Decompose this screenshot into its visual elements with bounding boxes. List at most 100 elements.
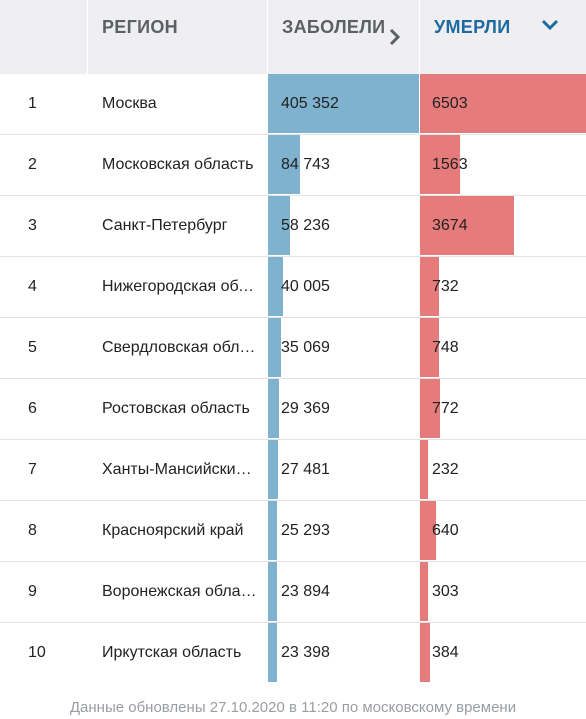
cases-value: 23 894	[281, 583, 330, 600]
cases-bar	[268, 501, 277, 560]
cases-value: 84 743	[281, 156, 330, 173]
row-cases-cell: 84 743	[268, 135, 419, 194]
table-row: 7 Ханты-Мансийский АО 27 481 232	[0, 439, 586, 500]
row-region: Воронежская область	[102, 583, 265, 600]
deaths-bar	[420, 318, 439, 377]
deaths-value: 303	[432, 583, 459, 600]
chevron-down-icon	[541, 18, 559, 36]
cases-bar	[268, 379, 279, 438]
header-deaths-label: УМЕРЛИ	[434, 17, 511, 37]
row-cases-cell: 23 894	[268, 562, 419, 621]
row-deaths-cell: 384	[420, 623, 586, 682]
table-body: 1 Москва 405 352 6503 2 Московская область 84 …	[0, 74, 586, 683]
row-cases-cell: 23 398	[268, 623, 419, 682]
row-cases-cell: 27 481	[268, 440, 419, 499]
deaths-bar	[420, 379, 440, 438]
cases-bar	[268, 74, 419, 133]
row-cases-cell: 405 352	[268, 74, 419, 133]
row-deaths-cell: 748	[420, 318, 586, 377]
cases-value: 40 005	[281, 278, 330, 295]
table-row: 8 Красноярский край 25 293 640	[0, 500, 586, 561]
table-header: РЕГИОН ЗАБОЛЕЛИ УМЕРЛИ	[0, 0, 586, 74]
cases-value: 58 236	[281, 217, 330, 234]
row-cases-cell: 25 293	[268, 501, 419, 560]
cases-value: 35 069	[281, 339, 330, 356]
row-region: Ханты-Мансийский АО	[102, 461, 267, 478]
row-region: Санкт-Петербург	[102, 217, 228, 234]
row-rank: 4	[28, 278, 37, 295]
cases-bar	[268, 318, 281, 377]
row-region: Свердловская область	[102, 339, 267, 356]
row-rank: 10	[28, 644, 46, 661]
row-deaths-cell: 232	[420, 440, 586, 499]
row-rank: 6	[28, 400, 37, 417]
row-deaths-cell: 303	[420, 562, 586, 621]
table-row: 10 Иркутская область 23 398 384	[0, 622, 586, 683]
row-rank: 3	[28, 217, 37, 234]
deaths-bar	[420, 196, 514, 255]
cases-bar	[268, 196, 290, 255]
row-rank: 2	[28, 156, 37, 173]
table-row: 1 Москва 405 352 6503	[0, 74, 586, 134]
row-deaths-cell: 772	[420, 379, 586, 438]
row-deaths-cell: 3674	[420, 196, 586, 255]
cases-value: 29 369	[281, 400, 330, 417]
deaths-value: 384	[432, 644, 459, 661]
table-row: 5 Свердловская область 35 069 748	[0, 317, 586, 378]
deaths-value: 772	[432, 400, 459, 417]
deaths-value: 6503	[432, 95, 468, 112]
row-deaths-cell: 640	[420, 501, 586, 560]
header-cases-label: ЗАБОЛЕЛИ	[282, 17, 386, 37]
header-region: РЕГИОН	[88, 0, 267, 74]
row-cases-cell: 58 236	[268, 196, 419, 255]
deaths-value: 748	[432, 339, 459, 356]
row-region: Ростовская область	[102, 400, 250, 417]
update-footnote: Данные обновлены 27.10.2020 в 11:20 по м…	[69, 699, 517, 716]
row-cases-cell: 35 069	[268, 318, 419, 377]
header-num	[0, 0, 87, 74]
deaths-bar	[420, 440, 428, 499]
deaths-bar	[420, 562, 428, 621]
row-region: Красноярский край	[102, 522, 244, 539]
deaths-value: 1563	[432, 156, 468, 173]
deaths-bar	[420, 135, 460, 194]
cases-bar	[268, 562, 277, 621]
row-rank: 1	[28, 95, 37, 112]
deaths-bar	[420, 74, 586, 133]
cases-value: 23 398	[281, 644, 330, 661]
header-cases-sort[interactable]: ЗАБОЛЕЛИ	[268, 0, 419, 74]
cases-bar	[268, 440, 278, 499]
row-rank: 8	[28, 522, 37, 539]
deaths-bar	[420, 257, 439, 316]
row-rank: 5	[28, 339, 37, 356]
table-row: 9 Воронежская область 23 894 303	[0, 561, 586, 622]
cases-value: 27 481	[281, 461, 330, 478]
deaths-bar	[420, 501, 436, 560]
row-region: Иркутская область	[102, 644, 242, 661]
deaths-value: 640	[432, 522, 459, 539]
cases-bar	[268, 135, 300, 194]
cases-bar	[268, 623, 277, 682]
table-row: 3 Санкт-Петербург 58 236 3674	[0, 195, 586, 256]
row-cases-cell: 29 369	[268, 379, 419, 438]
row-rank: 7	[28, 461, 37, 478]
row-cases-cell: 40 005	[268, 257, 419, 316]
row-deaths-cell: 732	[420, 257, 586, 316]
deaths-value: 3674	[432, 217, 468, 234]
deaths-value: 232	[432, 461, 459, 478]
row-region: Московская область	[102, 156, 254, 173]
table-row: 6 Ростовская область 29 369 772	[0, 378, 586, 439]
row-region: Москва	[102, 95, 157, 112]
row-rank: 9	[28, 583, 37, 600]
deaths-bar	[420, 623, 430, 682]
header-region-label: РЕГИОН	[102, 17, 178, 37]
table-row: 4 Нижегородская область 40 005 732	[0, 256, 586, 317]
row-deaths-cell: 1563	[420, 135, 586, 194]
header-deaths-sort[interactable]: УМЕРЛИ	[420, 0, 586, 74]
table-row: 2 Московская область 84 743 1563	[0, 134, 586, 195]
chevron-right-icon	[389, 28, 401, 51]
covid-regions-table: РЕГИОН ЗАБОЛЕЛИ УМЕРЛИ 1 Москва 405 352 650…	[0, 0, 586, 683]
cases-value: 405 352	[281, 95, 339, 112]
row-deaths-cell: 6503	[420, 74, 586, 133]
cases-value: 25 293	[281, 522, 330, 539]
